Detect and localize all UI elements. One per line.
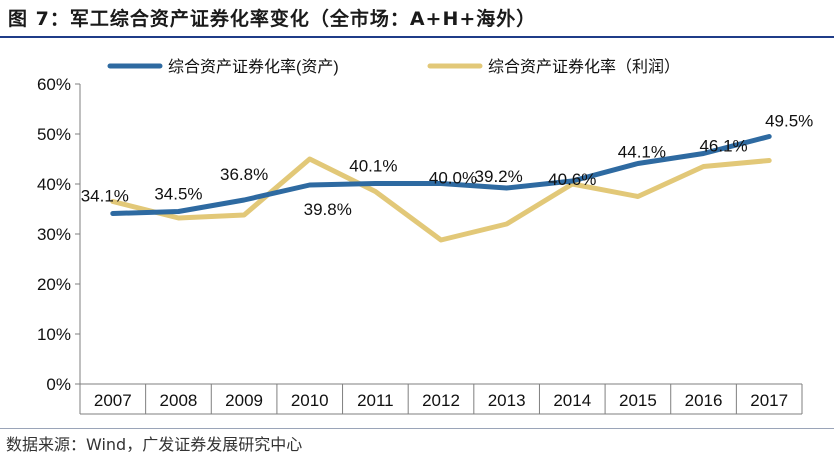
data-label: 40.6%: [548, 170, 596, 189]
x-tick-label: 2017: [750, 391, 788, 410]
series-line-asset: [110, 134, 772, 216]
x-tick-label: 2014: [553, 391, 591, 410]
x-tick-label: 2015: [619, 391, 657, 410]
data-label: 40.1%: [349, 157, 397, 176]
y-tick-label: 20%: [37, 275, 71, 294]
line-chart: 综合资产证券化率(资产) 综合资产证券化率（利润） 0% 10% 20% 30% 40% 5…: [37, 58, 814, 415]
series-lines: [110, 134, 772, 243]
x-tick-label: 2013: [488, 391, 526, 410]
x-tick-label: 2011: [357, 391, 394, 410]
y-tick-label: 40%: [37, 175, 71, 194]
header-rule: [0, 36, 834, 38]
y-axis: 0% 10% 20% 30% 40% 50% 60%: [37, 75, 81, 394]
figure-title: 图 7：军工综合资产证券化率变化（全市场：A+H+海外）: [8, 8, 537, 30]
y-tick-label: 30%: [37, 225, 71, 244]
x-tick-label: 2008: [160, 391, 198, 410]
x-tick-label: 2010: [291, 391, 329, 410]
y-tick-label: 10%: [37, 325, 71, 344]
y-tick-label: 50%: [37, 125, 71, 144]
data-labels: 34.1% 34.5% 36.8% 39.8% 40.1% 40.0%39.2% 40.6%…: [81, 112, 814, 220]
legend: 综合资产证券化率(资产) 综合资产证券化率（利润）: [107, 58, 680, 76]
data-label: 39.8%: [304, 200, 352, 219]
data-label: 34.1%: [81, 187, 129, 206]
data-label: 34.5%: [154, 185, 202, 204]
y-tick-label: 60%: [37, 75, 71, 94]
data-label: 49.5%: [765, 112, 813, 131]
x-tick-label: 2012: [422, 391, 460, 410]
data-label: 44.1%: [618, 143, 666, 162]
x-axis: 2007 2008 2009 2010 2011 2012 2013 2014 2015 2016…: [79, 383, 803, 415]
x-tick-label: 2009: [225, 391, 263, 410]
data-label: 39.2%: [475, 167, 523, 186]
data-label: 36.8%: [220, 165, 268, 184]
legend-label: 综合资产证券化率(资产): [168, 58, 339, 76]
x-tick-label: 2007: [94, 391, 132, 410]
data-label: 46.1%: [699, 137, 747, 156]
footer-rule: [0, 428, 834, 429]
legend-label: 综合资产证券化率（利润）: [488, 58, 680, 76]
y-tick-label: 0%: [46, 375, 71, 394]
series-line-profit: [110, 156, 772, 243]
source-note: 数据来源：Wind，广发证券发展研究中心: [6, 435, 303, 454]
x-tick-label: 2016: [685, 391, 723, 410]
data-label: 40.0%: [429, 169, 477, 188]
